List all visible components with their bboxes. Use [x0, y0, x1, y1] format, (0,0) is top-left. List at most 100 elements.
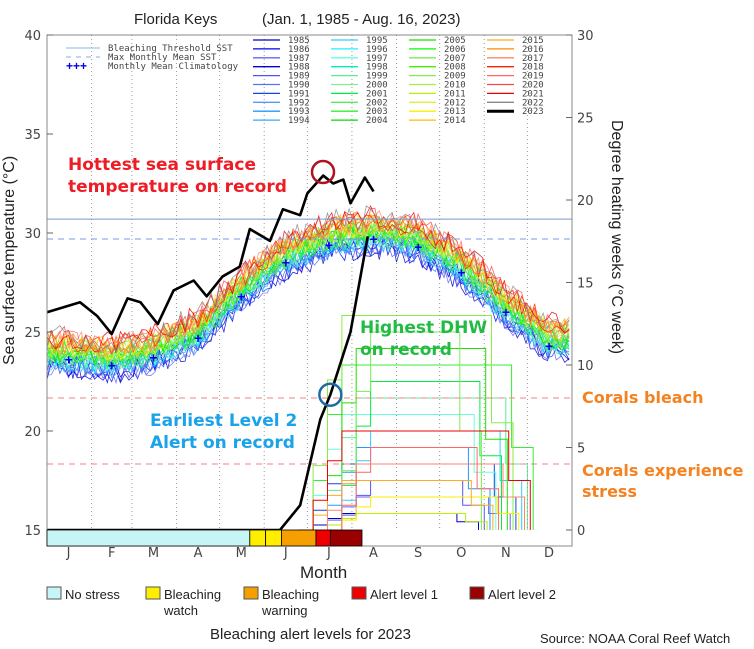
alert-legend-swatch	[243, 586, 259, 600]
legend-year-label-2021: 2021	[522, 89, 544, 99]
climatology-marker: +	[502, 304, 510, 320]
legend-year-label-1986: 1986	[288, 45, 310, 55]
x-tick-label: J	[326, 546, 331, 561]
y-right-tick-label: 10	[577, 359, 594, 374]
y-right-tick-label: 15	[577, 277, 594, 292]
legend-year-label-2019: 2019	[522, 72, 544, 82]
y-left-tick-label: 20	[24, 425, 41, 440]
y-left-tick-label: 35	[24, 128, 41, 143]
annotation-hottest-2: temperature on record	[68, 177, 287, 197]
legend-year-label-1997: 1997	[366, 54, 388, 64]
legend-climatology-swatch: +++	[66, 59, 87, 73]
legend-year-label-2022: 2022	[522, 98, 544, 108]
alert-legend-label: Bleaching	[164, 587, 221, 602]
sst-line-2021	[46, 205, 570, 354]
alert-levels-title: Bleaching alert levels for 2023	[210, 626, 411, 643]
legend-year-label-1994: 1994	[288, 116, 310, 126]
legend-year-label-2002: 2002	[366, 98, 388, 108]
legend-year-label-2007: 2007	[444, 54, 466, 64]
y-right-tick-label: 25	[577, 112, 594, 127]
legend-year-label-2005: 2005	[444, 36, 466, 46]
climatology-marker: +	[108, 358, 116, 374]
other-years-dhw-lines	[298, 315, 534, 531]
sst-line-2014	[46, 216, 570, 358]
x-tick-label: D	[544, 546, 554, 561]
y-right-tick-label: 0	[577, 524, 585, 539]
other-years-sst-lines	[46, 205, 570, 385]
legend-year-label-1988: 1988	[288, 63, 310, 73]
alert-legend-label: No stress	[65, 587, 120, 602]
legend-reference-label: Bleaching Threshold SST	[108, 44, 233, 54]
legend-year-label-2015: 2015	[522, 36, 544, 46]
legend-year-label-1989: 1989	[288, 72, 310, 82]
y-right-tick-label: 20	[577, 194, 594, 209]
annotation-dhw-2: on record	[360, 340, 452, 360]
climatology-marker: +	[457, 265, 465, 281]
dhw-line-2001	[327, 381, 502, 531]
alert-legend-label: watch	[163, 603, 198, 618]
alert-bar: No stress BleachingwatchBleachingwarningA…	[46, 529, 556, 618]
alert-legend-swatch	[351, 586, 367, 600]
y-left-tick-label: 30	[24, 227, 41, 242]
y-right-tick-label: 30	[577, 29, 594, 44]
annotation-corals-bleach: Corals bleach	[582, 388, 703, 407]
legend-year-label-1998: 1998	[366, 63, 388, 73]
hottest-highlight-circle	[310, 159, 336, 185]
grid	[91, 35, 528, 530]
alert-legend-label: warning	[261, 603, 308, 618]
y-left-tick-label: 15	[24, 524, 41, 539]
sst-line-2015	[46, 212, 570, 358]
climatology-marker: +	[237, 288, 245, 304]
climatology-marker: +	[414, 239, 422, 255]
alert-legend-swatch	[469, 586, 485, 600]
x-tick-label: F	[108, 546, 115, 561]
x-tick-label: A	[369, 546, 378, 561]
legend-year-label-2023: 2023	[522, 107, 544, 117]
legend-year-label-1992: 1992	[288, 98, 310, 108]
legend-year-label-2013: 2013	[444, 107, 466, 117]
legend-year-label-2020: 2020	[522, 81, 544, 91]
sst-line-2018	[46, 210, 570, 353]
legend-year-label-1987: 1987	[288, 54, 310, 64]
legend-year-label-1985: 1985	[288, 36, 310, 46]
alert-segment	[281, 529, 317, 547]
alert-legend-label: Alert level 1	[370, 587, 438, 602]
x-tick-label: N	[501, 546, 511, 561]
chart-title-range: (Jan. 1, 1985 - Aug. 16, 2023)	[262, 11, 460, 28]
sst-line-2013	[46, 212, 570, 362]
y-right-tick-label: 5	[577, 442, 585, 457]
legend-year-label-2008: 2008	[444, 63, 466, 73]
reference-lines: + + + + + + + + + + + +	[47, 218, 572, 465]
legend-year-label-1996: 1996	[366, 45, 388, 55]
legend-year-label-1990: 1990	[288, 81, 310, 91]
annotation-alert-2: Alert on record	[150, 433, 295, 453]
legend-year-label-2001: 2001	[366, 89, 388, 99]
alert-highlight-circle	[318, 382, 343, 407]
annotation-corals-stress-2: stress	[582, 482, 637, 501]
climatology-marker: +	[65, 352, 73, 368]
dhw-line-1993	[313, 447, 491, 531]
x-tick-label: J	[283, 546, 288, 561]
sst-line-2019	[46, 211, 570, 355]
source-note: Source: NOAA Coral Reef Watch	[540, 631, 730, 646]
annotation-hottest-1: Hottest sea surface	[68, 155, 256, 175]
chart-title-location: Florida Keys	[134, 11, 217, 28]
legend-year-label-2006: 2006	[444, 45, 466, 55]
alert-segment	[46, 529, 251, 547]
annotation-dhw-1: Highest DHW	[360, 318, 487, 338]
alert-segment	[249, 529, 267, 547]
climatology-marker: +	[194, 330, 202, 346]
dhw-line-2019	[327, 447, 500, 531]
climatology-marker: +	[545, 338, 553, 354]
sst-line-2009	[46, 218, 570, 363]
alert-segment	[265, 529, 282, 547]
sst-line-2017	[46, 210, 570, 357]
legend-year-label-2017: 2017	[522, 54, 544, 64]
legend-year-label-2010: 2010	[444, 81, 466, 91]
alert-legend-label: Alert level 2	[488, 587, 556, 602]
climatology-marker: +	[325, 237, 333, 253]
dhw-line-1985	[298, 513, 479, 531]
alert-legend-label: Bleaching	[262, 587, 319, 602]
